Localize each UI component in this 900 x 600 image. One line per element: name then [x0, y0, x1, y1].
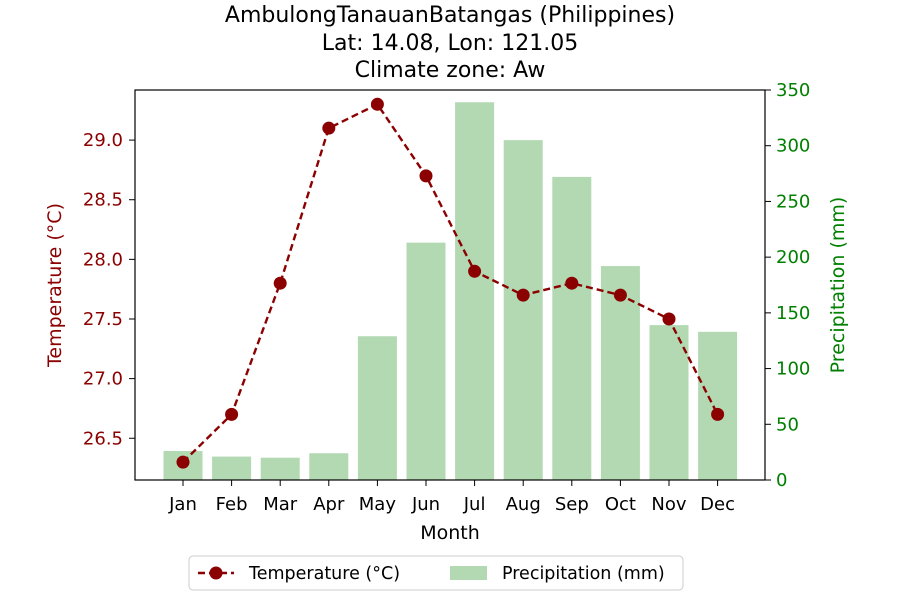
right-axis-label: Precipitation (mm): [827, 197, 849, 374]
plot-frame: [134, 89, 766, 481]
precipitation-tick-label: 150: [776, 303, 810, 324]
legend: Temperature (°C) Precipitation (mm): [188, 555, 684, 591]
temperature-series: [176, 97, 725, 469]
precipitation-bar-feb: [212, 456, 252, 480]
precipitation-tick-label: 100: [776, 359, 810, 380]
precipitation-tick-label: 300: [776, 136, 810, 157]
chart-title-line-2: Lat: 14.08, Lon: 121.05: [322, 31, 578, 56]
month-tick-label: Sep: [555, 494, 589, 515]
precipitation-bar-may: [357, 336, 397, 480]
temperature-tick-label: 29.0: [83, 130, 123, 151]
temperature-point-aug: [516, 288, 530, 302]
month-tick-label: Mar: [263, 494, 298, 515]
temperature-point-dec: [711, 407, 725, 421]
precipitation-bar-nov: [649, 325, 689, 480]
precipitation-bar-aug: [503, 140, 543, 480]
left-axis-label: Temperature (°C): [44, 203, 66, 368]
temperature-point-nov: [662, 312, 676, 326]
month-tick-label: Aug: [506, 494, 541, 515]
legend-box: [188, 555, 684, 591]
precipitation-bar-dec: [698, 331, 738, 480]
temperature-tick-label: 27.0: [83, 369, 123, 390]
legend-temperature-marker: [209, 566, 223, 580]
precipitation-tick-label: 250: [776, 191, 810, 212]
temperature-tick-label: 28.5: [83, 190, 123, 211]
chart-title-line-3: Climate zone: Aw: [355, 58, 546, 83]
temperature-point-jul: [468, 264, 482, 278]
month-tick-label: Apr: [313, 494, 345, 515]
month-tick-label: Dec: [700, 494, 735, 515]
precipitation-bars: [163, 102, 738, 480]
precipitation-bar-jul: [455, 102, 495, 480]
month-tick-label: Feb: [216, 494, 248, 515]
legend-precipitation-swatch: [450, 566, 487, 580]
precipitation-bar-mar: [260, 457, 300, 480]
chart-title-line-1: AmbulongTanauanBatangas (Philippines): [225, 3, 675, 28]
month-tick-label: May: [359, 494, 397, 515]
precipitation-tick-label: 0: [776, 470, 787, 491]
precipitation-bar-sep: [552, 176, 592, 480]
temperature-tick-label: 27.5: [83, 309, 123, 330]
temperature-point-jan: [176, 455, 190, 469]
month-axis: Jan Feb Mar Apr May Jun Jul Aug Sep Oct Nov Dec: [168, 480, 735, 515]
x-axis-label: Month: [420, 522, 480, 544]
precipitation-bar-jun: [406, 242, 446, 480]
chart-title: AmbulongTanauanBatangas (Philippines) La…: [225, 3, 675, 83]
month-tick-label: Jul: [463, 494, 486, 515]
precipitation-tick-label: 50: [776, 414, 799, 435]
temperature-tick-label: 26.5: [83, 428, 123, 449]
legend-temperature-label: Temperature (°C): [248, 564, 400, 584]
month-tick-label: Jun: [411, 494, 440, 515]
temperature-axis: 26.5 27.0 27.5 28.0 28.5 29.0: [83, 130, 135, 449]
temperature-point-may: [370, 97, 384, 111]
precipitation-tick-label: 200: [776, 247, 810, 268]
temperature-point-oct: [613, 288, 627, 302]
month-tick-label: Oct: [605, 494, 636, 515]
temperature-point-mar: [273, 276, 287, 290]
month-tick-label: Nov: [651, 494, 686, 515]
temperature-point-apr: [322, 121, 336, 135]
temperature-line: [182, 103, 719, 463]
month-tick-label: Jan: [168, 494, 197, 515]
temperature-point-sep: [565, 276, 579, 290]
precipitation-tick-label: 350: [776, 80, 810, 101]
precipitation-bar-apr: [309, 453, 349, 480]
temperature-point-feb: [225, 407, 239, 421]
temperature-point-jun: [419, 169, 433, 183]
precipitation-axis: 0 50 100 150 200 250 300 350: [765, 80, 810, 491]
temperature-tick-label: 28.0: [83, 249, 123, 270]
legend-precipitation-label: Precipitation (mm): [502, 564, 665, 584]
